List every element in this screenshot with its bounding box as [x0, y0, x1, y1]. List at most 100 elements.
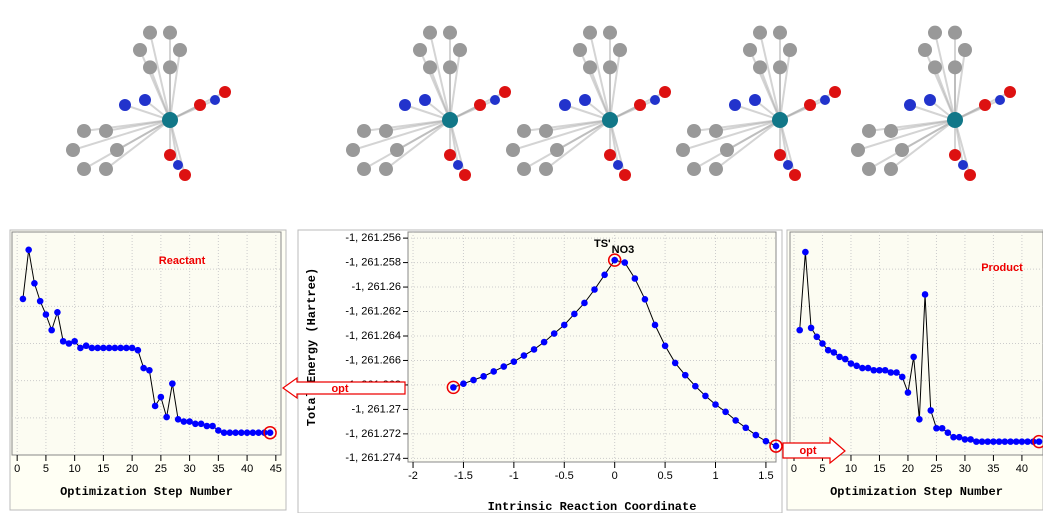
x-tick-label: 1.5 — [758, 470, 773, 482]
atom — [66, 143, 80, 157]
point — [541, 339, 548, 346]
point — [905, 389, 912, 396]
atom — [862, 124, 876, 138]
point — [238, 429, 245, 436]
point — [135, 347, 142, 354]
atom — [676, 143, 690, 157]
point — [996, 438, 1003, 445]
point — [192, 420, 199, 427]
x-tick-label: 30 — [183, 463, 195, 475]
atom — [163, 26, 177, 40]
atom — [139, 94, 151, 106]
point — [848, 360, 855, 367]
atom — [774, 149, 786, 161]
point — [876, 367, 883, 374]
point — [175, 416, 182, 423]
atom — [924, 94, 936, 106]
atom — [173, 160, 183, 170]
atom — [862, 162, 876, 176]
atom — [772, 112, 788, 128]
point — [31, 280, 38, 287]
point — [945, 429, 952, 436]
atom — [583, 26, 597, 40]
atom — [709, 124, 723, 138]
x-tick-label: 10 — [69, 463, 81, 475]
atom — [634, 99, 646, 111]
point — [531, 346, 538, 353]
point — [662, 342, 669, 349]
atom — [789, 169, 801, 181]
atom — [194, 99, 206, 111]
atom — [947, 112, 963, 128]
x-tick-label: 20 — [126, 463, 138, 475]
point — [956, 434, 963, 441]
x-tick-label: 0 — [612, 470, 618, 482]
atom — [399, 99, 411, 111]
atom — [749, 94, 761, 106]
point — [100, 345, 107, 352]
point — [106, 345, 113, 352]
atom — [357, 124, 371, 138]
x-tick-label: 5 — [819, 463, 825, 475]
point — [244, 429, 251, 436]
y-axis-label: Total Energy (Hartree) — [305, 268, 319, 426]
point — [129, 345, 136, 352]
point — [181, 418, 188, 425]
point — [702, 393, 709, 400]
point — [250, 429, 257, 436]
x-tick-label: 0 — [791, 463, 797, 475]
point — [215, 427, 222, 434]
point — [979, 438, 986, 445]
atom — [357, 162, 371, 176]
atom — [539, 124, 553, 138]
point — [43, 311, 50, 318]
point — [836, 354, 843, 361]
point — [753, 432, 760, 439]
atom — [829, 86, 841, 98]
atom — [603, 26, 617, 40]
atom — [773, 60, 787, 74]
point — [1019, 438, 1026, 445]
point — [1007, 438, 1014, 445]
atom — [77, 162, 91, 176]
point — [882, 367, 889, 374]
point — [66, 340, 73, 347]
point — [221, 429, 228, 436]
y-tick-label: -1, 261.274 — [345, 452, 401, 464]
point — [25, 247, 32, 254]
atom — [604, 149, 616, 161]
x-tick-label: 40 — [241, 463, 253, 475]
atom — [613, 160, 623, 170]
atom — [753, 60, 767, 74]
atom — [820, 95, 830, 105]
atom — [379, 124, 393, 138]
point — [842, 356, 849, 363]
x-tick-label: 5 — [43, 463, 49, 475]
atom — [110, 143, 124, 157]
atom — [928, 26, 942, 40]
point — [682, 372, 689, 379]
y-tick-label: -1, 261.264 — [345, 330, 401, 342]
point — [601, 272, 608, 279]
atom — [773, 26, 787, 40]
atom — [423, 26, 437, 40]
atom — [443, 26, 457, 40]
atom — [851, 143, 865, 157]
atom — [948, 26, 962, 40]
atom — [459, 169, 471, 181]
atom — [783, 160, 793, 170]
molecules — [66, 26, 1016, 181]
atom — [995, 95, 1005, 105]
atom — [979, 99, 991, 111]
atom — [687, 124, 701, 138]
atom — [133, 43, 147, 57]
point — [916, 416, 923, 423]
atom — [720, 143, 734, 157]
point — [227, 429, 234, 436]
point — [642, 296, 649, 303]
x-tick-label: 45 — [270, 463, 282, 475]
point — [94, 345, 101, 352]
bond — [580, 50, 610, 120]
point — [939, 425, 946, 432]
atom — [783, 43, 797, 57]
